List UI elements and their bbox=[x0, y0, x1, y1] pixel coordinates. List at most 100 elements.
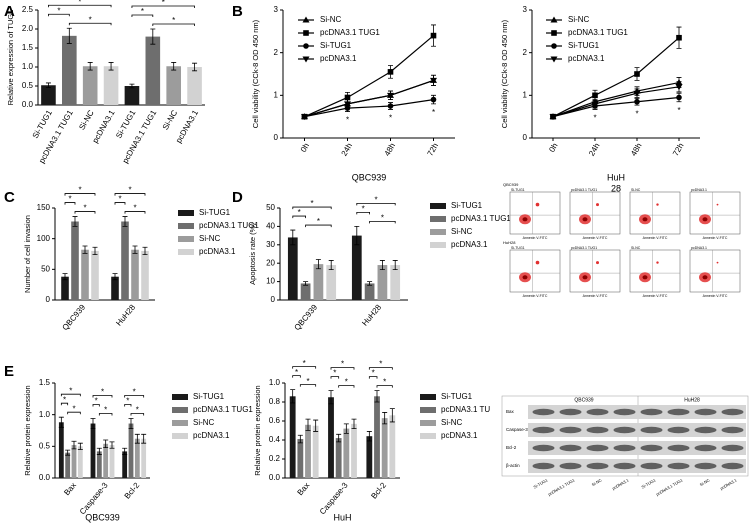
marker bbox=[387, 103, 394, 109]
bar bbox=[381, 418, 388, 478]
blot-strip bbox=[528, 423, 746, 437]
significance-label: * bbox=[89, 15, 92, 24]
bar bbox=[62, 35, 77, 106]
error-bar bbox=[96, 447, 102, 455]
legend-label: Si-NC bbox=[199, 234, 221, 243]
legend-swatch bbox=[430, 242, 446, 248]
blot-band bbox=[559, 462, 582, 470]
significance-label: * bbox=[128, 186, 131, 195]
flow-plot bbox=[509, 249, 561, 293]
blot-band bbox=[559, 444, 582, 452]
cell-cluster bbox=[656, 261, 659, 264]
cell-cluster bbox=[656, 203, 659, 206]
plot-x-label: Annexin V-FITC bbox=[523, 236, 548, 240]
plot-title: Si-TUG1 bbox=[511, 188, 525, 192]
y-tick-label: 0 bbox=[271, 295, 276, 304]
plot-title: Si-NC bbox=[631, 188, 641, 192]
y-tick-label: 1.5 bbox=[22, 43, 34, 52]
y-axis-label: Relative expression of TUG1 bbox=[6, 10, 15, 106]
bar bbox=[389, 415, 396, 478]
error-bar bbox=[72, 216, 78, 227]
bar bbox=[390, 265, 401, 300]
y-tick-label: 10 bbox=[266, 277, 275, 286]
cell-cluster bbox=[702, 217, 708, 222]
x-tick-label: QBC939 bbox=[61, 302, 88, 332]
x-tick-label: 72h bbox=[426, 142, 440, 158]
plot-x-label: Annexin V-FITC bbox=[643, 236, 668, 240]
marker bbox=[592, 92, 598, 99]
plot-x-label: Annexin V-FITC bbox=[583, 294, 608, 298]
blot-lane-label: pcDNA3.1 bbox=[611, 477, 630, 491]
significance-label: * bbox=[141, 7, 144, 16]
significance-bracket bbox=[330, 376, 340, 379]
blot-band bbox=[667, 444, 690, 452]
significance-bracket bbox=[74, 211, 96, 214]
flow-plot bbox=[689, 191, 741, 235]
legend-label: pcDNA3.1 bbox=[441, 431, 478, 440]
error-bar bbox=[343, 423, 349, 434]
cell-cluster bbox=[716, 261, 719, 264]
bar bbox=[111, 276, 119, 300]
significance-label: * bbox=[306, 377, 309, 386]
panel-label: D bbox=[232, 189, 243, 206]
blot-band bbox=[640, 462, 663, 470]
blot-band bbox=[532, 444, 555, 452]
significance-label: * bbox=[101, 388, 104, 397]
y-tick-label: 0 bbox=[274, 133, 279, 142]
y-tick-label: 2 bbox=[274, 48, 279, 57]
blot-band bbox=[694, 444, 717, 452]
legend-swatch bbox=[172, 394, 188, 400]
blot-lane-label: pcDNA3.1 bbox=[719, 477, 738, 491]
y-tick-label: 0.5 bbox=[22, 81, 34, 90]
error-bar bbox=[66, 27, 72, 44]
error-bar bbox=[315, 259, 321, 270]
panel-label: B bbox=[232, 3, 243, 20]
blot-row-label: Bcl-2 bbox=[506, 445, 517, 450]
significance-bracket bbox=[130, 413, 145, 416]
blot-band bbox=[694, 426, 717, 434]
error-bar bbox=[336, 433, 342, 443]
legend-swatch bbox=[172, 407, 188, 413]
plot-title: pcDNA3.1 bbox=[691, 188, 707, 192]
quadrant-lines bbox=[510, 250, 560, 292]
legend-label: pcDNA3.1 bbox=[199, 247, 236, 256]
plot-title: pcDNA3.1 TUG1 bbox=[571, 188, 597, 192]
significance-bracket bbox=[292, 375, 301, 378]
marker bbox=[675, 84, 683, 91]
line bbox=[304, 79, 434, 118]
marker bbox=[591, 101, 599, 108]
significance-label: * bbox=[593, 114, 596, 123]
flow-plot bbox=[569, 249, 621, 293]
significance-bracket bbox=[292, 206, 332, 210]
significance-bracket bbox=[124, 211, 146, 214]
x-tick-label: Bcl-2 bbox=[369, 480, 388, 500]
significance-label: * bbox=[83, 204, 86, 213]
cell-cluster bbox=[702, 275, 708, 280]
blot-group-label: HuH28 bbox=[684, 397, 700, 403]
quadrant-lines bbox=[570, 250, 620, 292]
bar bbox=[187, 67, 202, 105]
x-tick-label: Caspase-3 bbox=[78, 480, 110, 516]
blot-band bbox=[532, 462, 555, 470]
significance-label: * bbox=[362, 205, 365, 214]
significance-label: * bbox=[63, 395, 66, 404]
significance-bracket bbox=[64, 193, 96, 196]
cell-cluster bbox=[642, 275, 648, 280]
plot-x-label: Annexin V-FITC bbox=[643, 294, 668, 298]
y-tick-label: 0.0 bbox=[22, 100, 34, 109]
error-bar bbox=[374, 390, 380, 403]
y-axis-label: Apoptosis rate (%) bbox=[248, 223, 257, 285]
line bbox=[304, 35, 434, 118]
bar bbox=[328, 397, 334, 478]
y-tick-label: 30 bbox=[266, 240, 275, 249]
legend-swatch bbox=[172, 420, 188, 426]
error-bar bbox=[328, 390, 334, 405]
bar bbox=[312, 425, 319, 478]
quadrant-lines bbox=[570, 192, 620, 234]
bar bbox=[124, 86, 140, 105]
significance-bracket bbox=[114, 193, 146, 196]
blot-band bbox=[640, 408, 663, 416]
bar bbox=[90, 423, 96, 478]
y-tick-label: 2.0 bbox=[22, 24, 34, 33]
